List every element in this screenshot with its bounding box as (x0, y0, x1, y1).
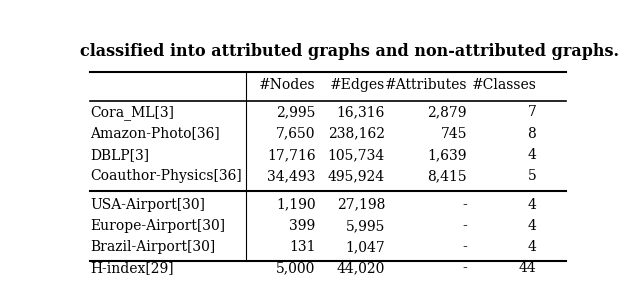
Text: 399: 399 (289, 219, 316, 233)
Text: 238,162: 238,162 (328, 127, 385, 141)
Text: 8: 8 (527, 127, 536, 141)
Text: 27,198: 27,198 (337, 198, 385, 212)
Text: 1,190: 1,190 (276, 198, 316, 212)
Text: Coauthor-Physics[36]: Coauthor-Physics[36] (90, 169, 242, 183)
Text: 131: 131 (289, 240, 316, 254)
Text: 4: 4 (527, 148, 536, 162)
Text: 1,639: 1,639 (428, 148, 467, 162)
Text: 16,316: 16,316 (337, 105, 385, 119)
Text: 105,734: 105,734 (328, 148, 385, 162)
Text: 5,995: 5,995 (346, 219, 385, 233)
Text: classified into attributed graphs and non-attributed graphs.: classified into attributed graphs and no… (80, 43, 619, 60)
Text: 44: 44 (518, 262, 536, 275)
Text: -: - (462, 262, 467, 275)
Text: Europe-Airport[30]: Europe-Airport[30] (90, 219, 225, 233)
Text: 34,493: 34,493 (268, 169, 316, 183)
Text: 4: 4 (527, 198, 536, 212)
Text: 5: 5 (527, 169, 536, 183)
Text: #Edges: #Edges (330, 78, 385, 92)
Text: 4: 4 (527, 240, 536, 254)
Text: 745: 745 (440, 127, 467, 141)
Text: -: - (462, 219, 467, 233)
Text: #Classes: #Classes (472, 78, 536, 92)
Text: Amazon-Photo[36]: Amazon-Photo[36] (90, 127, 220, 141)
Text: 17,716: 17,716 (267, 148, 316, 162)
Text: #Nodes: #Nodes (259, 78, 316, 92)
Text: 2,879: 2,879 (428, 105, 467, 119)
Text: 8,415: 8,415 (428, 169, 467, 183)
Text: -: - (462, 198, 467, 212)
Text: 4: 4 (527, 219, 536, 233)
Text: DBLP[3]: DBLP[3] (90, 148, 149, 162)
Text: 2,995: 2,995 (276, 105, 316, 119)
Text: 44,020: 44,020 (337, 262, 385, 275)
Text: Brazil-Airport[30]: Brazil-Airport[30] (90, 240, 215, 254)
Text: 495,924: 495,924 (328, 169, 385, 183)
Text: Cora_ML[3]: Cora_ML[3] (90, 105, 174, 120)
Text: -: - (462, 240, 467, 254)
Text: 7,650: 7,650 (276, 127, 316, 141)
Text: USA-Airport[30]: USA-Airport[30] (90, 198, 205, 212)
Text: H-index[29]: H-index[29] (90, 262, 173, 275)
Text: 1,047: 1,047 (346, 240, 385, 254)
Text: #Attributes: #Attributes (385, 78, 467, 92)
Text: 7: 7 (527, 105, 536, 119)
Text: 5,000: 5,000 (276, 262, 316, 275)
